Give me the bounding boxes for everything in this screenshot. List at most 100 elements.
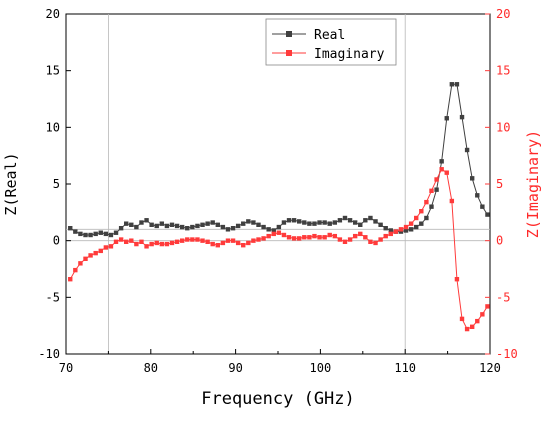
data-point-real: [118, 226, 124, 231]
left-y-tick-label: 20: [46, 7, 60, 21]
data-point-real: [83, 232, 88, 238]
data-point-imaginary: [210, 241, 215, 247]
data-point-imaginary: [332, 233, 338, 239]
data-point-imaginary: [118, 237, 124, 242]
data-point-imaginary: [439, 167, 444, 172]
data-point-imaginary: [347, 237, 353, 242]
series-line-real: [69, 83, 488, 236]
data-point-real: [159, 221, 165, 226]
data-point-imaginary: [83, 256, 88, 261]
data-point-imaginary: [403, 224, 409, 230]
right-y-tick-label: 10: [496, 120, 510, 134]
data-point-imaginary: [419, 209, 424, 214]
data-point-imaginary: [256, 237, 261, 242]
data-point-real: [210, 220, 215, 225]
data-point-real: [129, 222, 134, 227]
data-point-real: [164, 223, 170, 229]
data-point-real: [469, 176, 475, 181]
data-point-real: [297, 219, 302, 224]
data-point-imaginary: [103, 245, 109, 250]
data-point-real: [246, 219, 251, 224]
data-point-imaginary: [358, 231, 363, 237]
data-point-imaginary: [246, 240, 251, 246]
data-point-imaginary: [378, 237, 383, 242]
data-point-real: [134, 224, 139, 230]
data-point-imaginary: [337, 237, 343, 242]
data-point-real: [230, 226, 236, 231]
data-point-real: [169, 222, 175, 227]
data-point-imaginary: [398, 227, 404, 232]
data-point-imaginary: [230, 238, 236, 243]
data-point-imaginary: [480, 312, 485, 317]
left-y-tick-label: 0: [53, 234, 60, 248]
data-point-imaginary: [174, 239, 180, 244]
data-point-imaginary: [149, 241, 154, 247]
data-point-real: [383, 226, 388, 231]
data-point-imaginary: [434, 177, 439, 182]
data-point-real: [398, 229, 404, 234]
x-tick-label: 120: [479, 361, 501, 375]
data-point-real: [190, 224, 195, 230]
data-point-imaginary: [154, 240, 159, 246]
data-point-imaginary: [73, 267, 78, 273]
data-point-real: [154, 223, 159, 229]
data-point-real: [403, 228, 409, 233]
legend-label-real: Real: [314, 28, 345, 43]
data-point-imaginary: [261, 236, 266, 241]
left-y-axis-title: Z(Real): [2, 152, 20, 215]
data-point-real: [185, 226, 190, 231]
data-point-real: [485, 212, 490, 217]
data-point-real: [459, 114, 465, 120]
data-point-imaginary: [179, 238, 185, 243]
data-point-imaginary: [327, 232, 332, 238]
reference-lines: [66, 14, 490, 354]
data-point-imaginary: [429, 188, 434, 193]
data-point-imaginary: [322, 235, 327, 240]
x-tick-label: 70: [59, 361, 73, 375]
data-point-imaginary: [454, 277, 460, 282]
data-point-real: [281, 220, 287, 225]
right-y-tick-label: -5: [496, 290, 510, 304]
data-point-imaginary: [352, 233, 358, 239]
data-point-real: [322, 220, 327, 225]
data-point-real: [464, 147, 470, 153]
data-point-real: [235, 223, 241, 229]
data-point-imaginary: [373, 240, 378, 246]
data-point-real: [388, 228, 393, 233]
data-point-real: [332, 220, 338, 225]
data-point-real: [363, 218, 368, 223]
data-point-real: [78, 231, 83, 237]
data-point-imaginary: [190, 237, 195, 242]
data-point-real: [414, 224, 419, 230]
data-point-imaginary: [393, 229, 399, 234]
data-point-imaginary: [271, 231, 276, 237]
legend-box: [265, 18, 397, 66]
x-axis-ticks: 70 80 90 100 110 120: [59, 349, 501, 375]
data-point-real: [93, 231, 98, 237]
data-point-imaginary: [225, 238, 231, 243]
data-point-real: [419, 221, 424, 226]
data-point-imaginary: [164, 241, 170, 247]
data-point-imaginary: [297, 236, 302, 241]
data-point-real: [195, 223, 200, 229]
right-y-tick-label: 5: [496, 177, 503, 191]
data-point-real: [347, 218, 353, 223]
data-point-real: [439, 159, 444, 164]
data-point-real: [286, 218, 292, 223]
data-point-real: [429, 204, 434, 209]
data-point-imaginary: [124, 239, 129, 244]
data-point-real: [113, 230, 119, 235]
data-point-imaginary: [185, 237, 190, 242]
data-point-real: [174, 223, 180, 229]
x-tick-label: 110: [394, 361, 416, 375]
data-point-real: [454, 82, 460, 87]
data-point-imaginary: [88, 253, 93, 258]
data-point-imaginary: [93, 250, 98, 256]
data-point-imaginary: [169, 240, 175, 246]
data-point-imaginary: [449, 198, 455, 204]
left-y-axis-ticks: -10 -5 0 5 10 15 20: [38, 7, 71, 361]
data-point-imaginary: [302, 235, 307, 240]
left-y-tick-label: -10: [38, 347, 60, 361]
x-axis-title: Frequency (GHz): [201, 389, 355, 409]
